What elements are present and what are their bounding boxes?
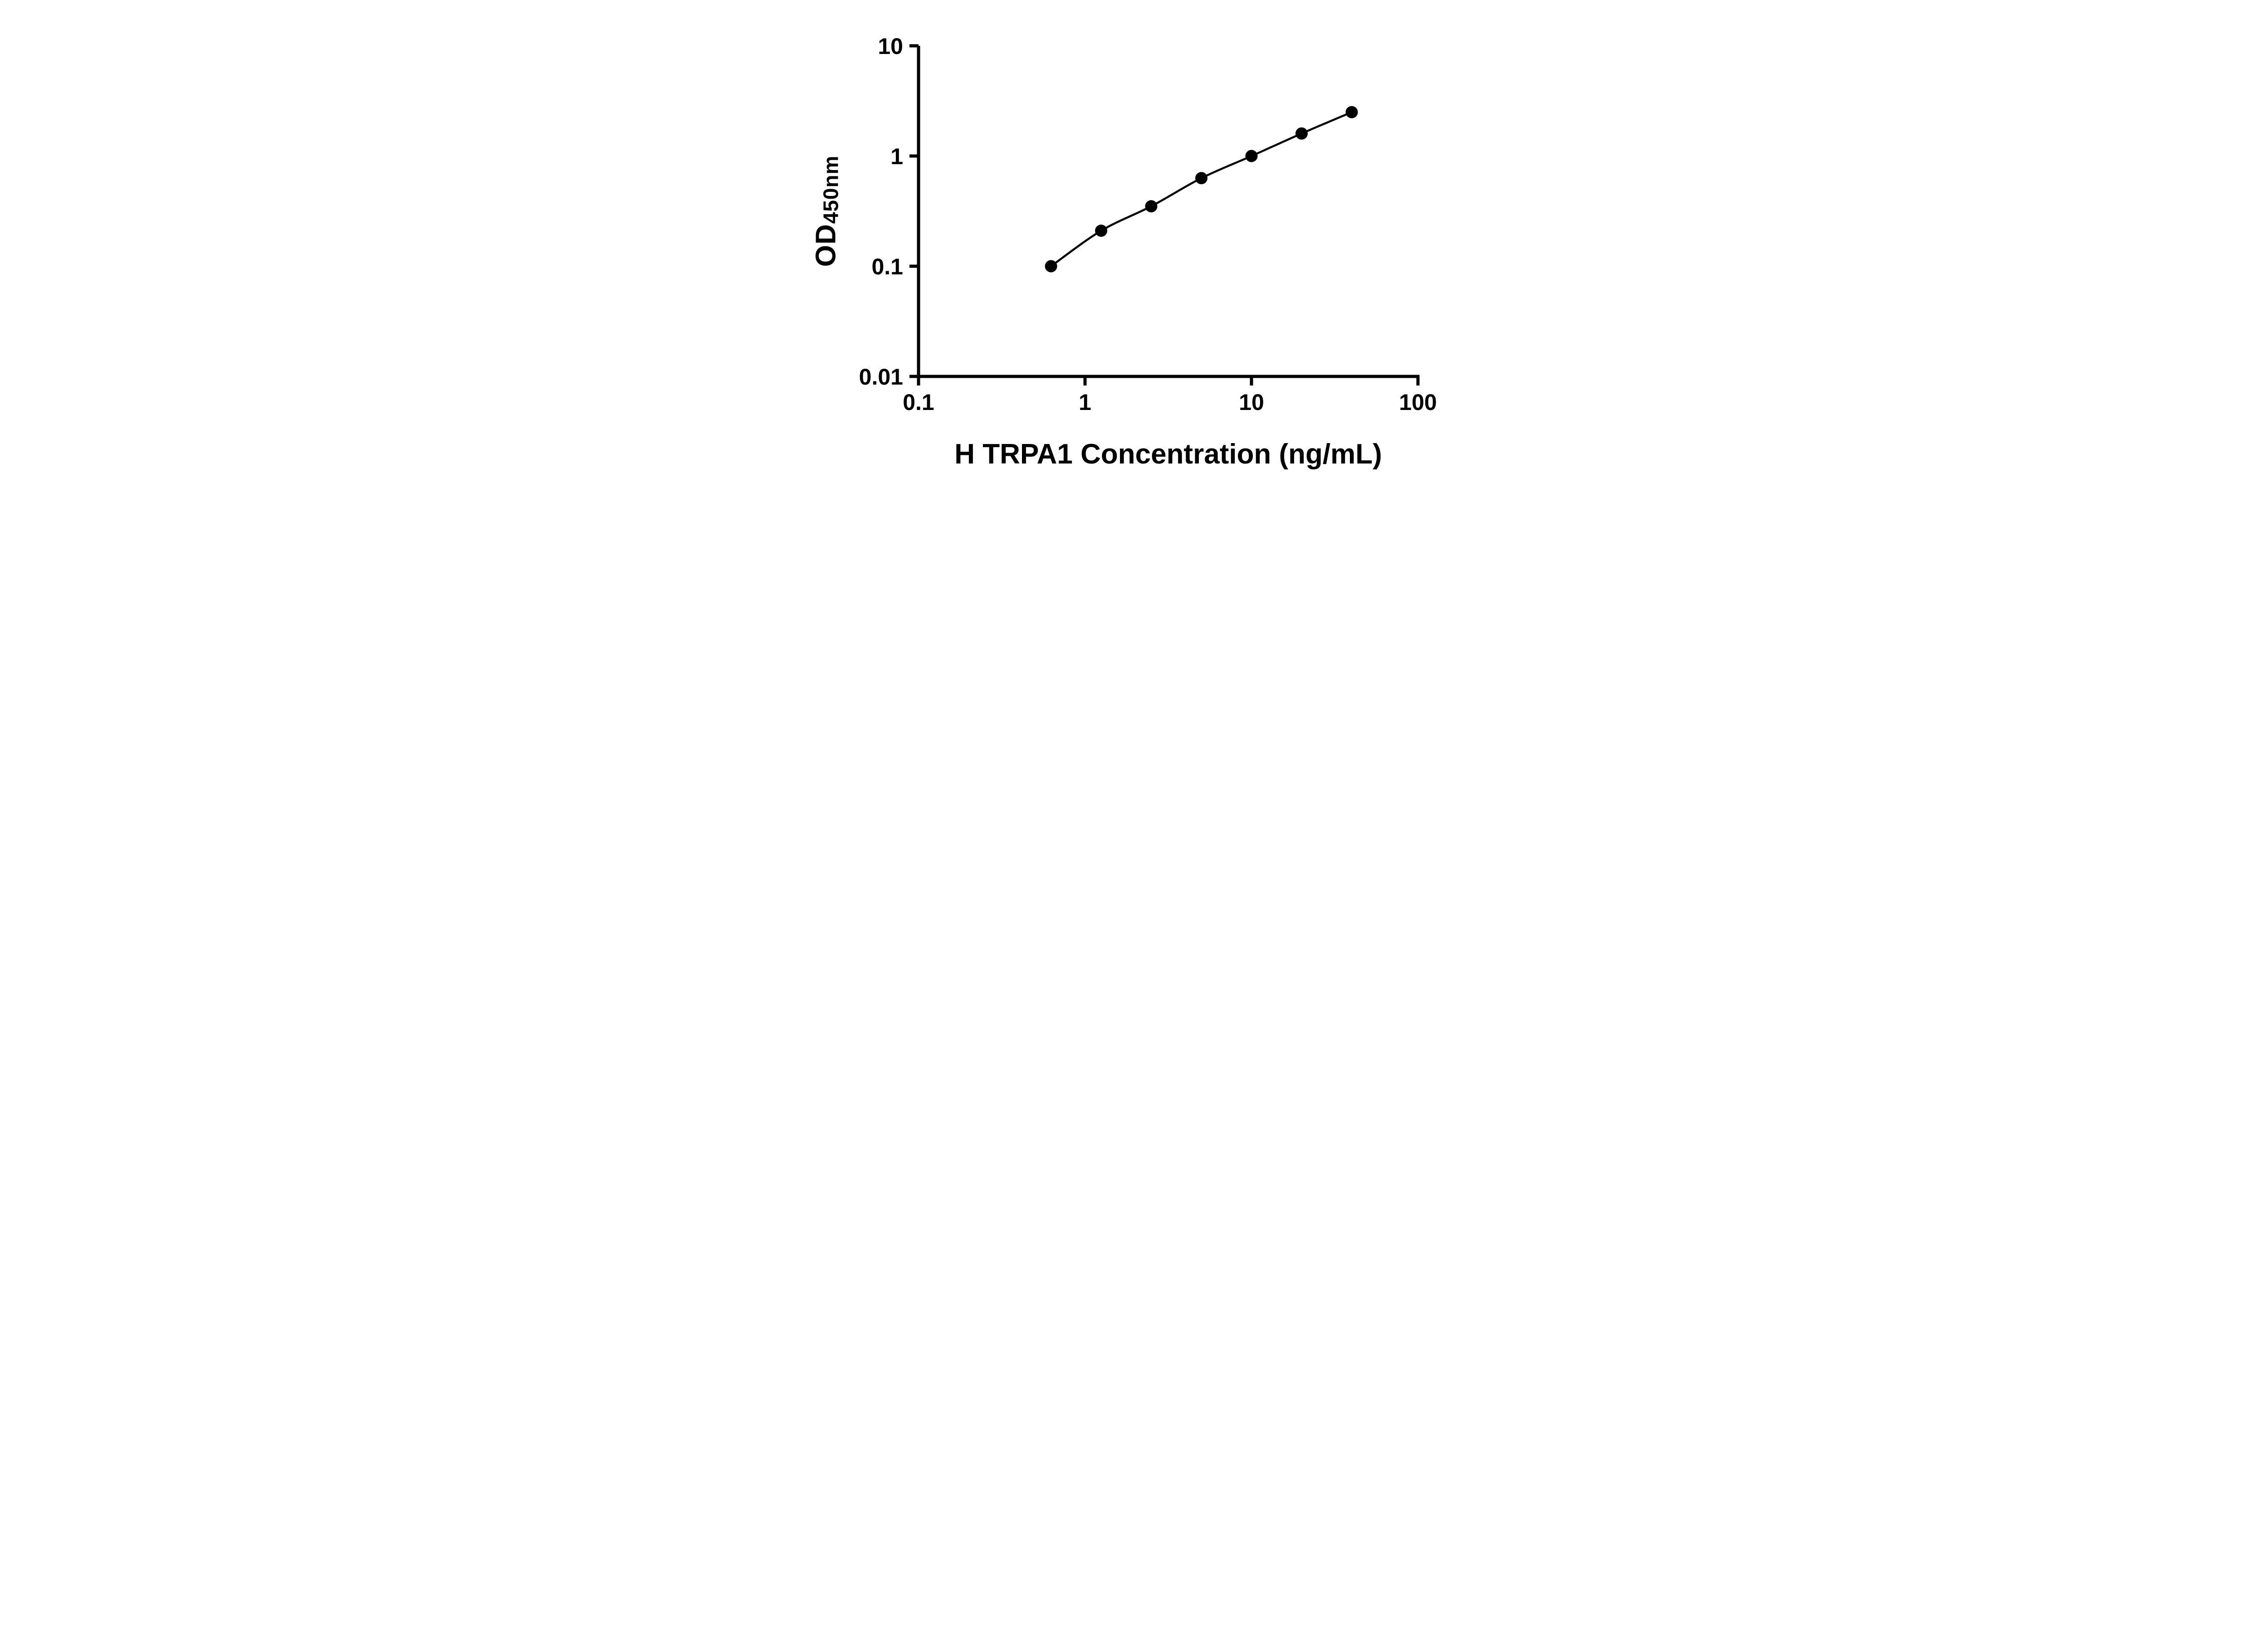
- x-tick-label: 100: [1399, 390, 1437, 415]
- data-point: [1045, 260, 1057, 273]
- data-point: [1245, 150, 1258, 162]
- y-tick-label: 10: [878, 34, 903, 59]
- data-point: [1095, 224, 1108, 237]
- data-point: [1145, 200, 1158, 213]
- x-tick-label: 10: [1239, 390, 1264, 415]
- data-point: [1295, 127, 1308, 140]
- x-axis-title: H TRPA1 Concentration (ng/mL): [954, 439, 1382, 470]
- y-tick-label: 0.1: [871, 254, 903, 279]
- data-point: [1345, 106, 1358, 118]
- x-tick-label: 0.1: [903, 390, 934, 415]
- elisa-standard-curve-figure: 0.1 1 10 100 0.01 0.1 1 10 OD450nm H TRPA1 Conc…: [782, 0, 1486, 494]
- y-tick-label: 0.01: [859, 364, 903, 390]
- y-tick-label: 1: [890, 144, 903, 169]
- x-tick-label: 1: [1079, 390, 1091, 415]
- data-point: [1195, 172, 1207, 185]
